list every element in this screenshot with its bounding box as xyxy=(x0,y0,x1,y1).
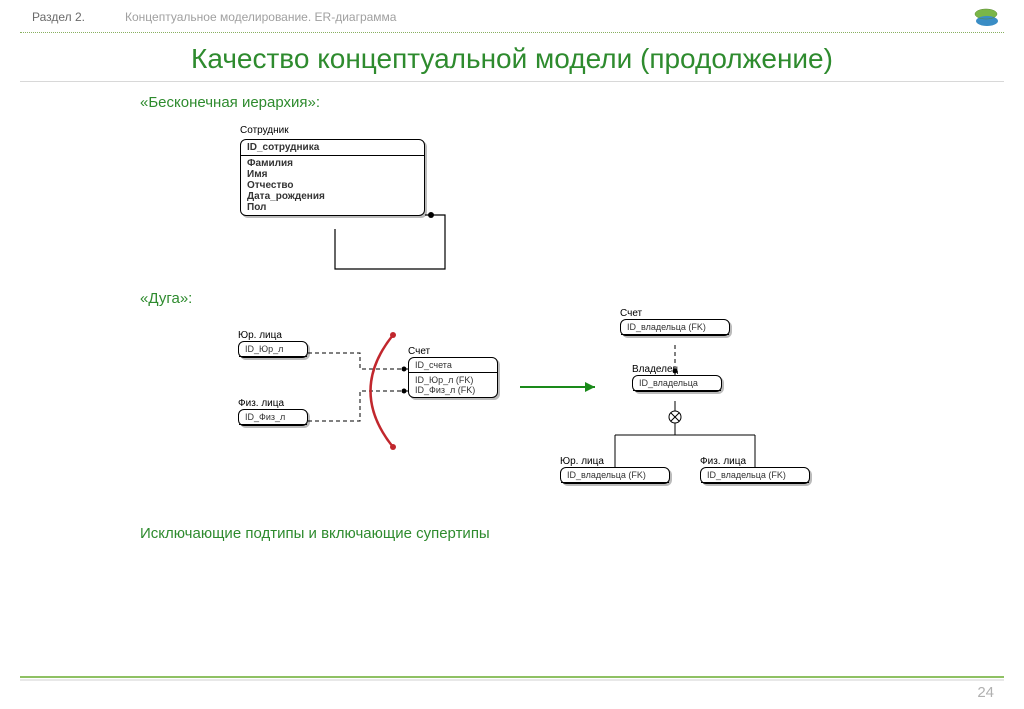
header-subtitle: Концептуальное моделирование. ER-диаграм… xyxy=(125,10,396,24)
logo-icon xyxy=(972,6,1000,30)
slide-header: Раздел 2. Концептуальное моделирование. … xyxy=(0,0,1024,28)
label-infinite-hierarchy: «Бесконечная иерархия»: xyxy=(140,94,984,111)
arc-diagram-connectors xyxy=(140,317,984,507)
footer-divider xyxy=(20,669,1004,675)
label-subtypes: Исключающие подтипы и включающие суперти… xyxy=(140,525,984,542)
page-title: Качество концептуальной модели (продолже… xyxy=(0,43,1024,75)
page-number: 24 xyxy=(977,684,994,701)
diagram-infinite-hierarchy: Сотрудник ID_сотрудника ФамилияИмяОтчест… xyxy=(140,121,984,286)
dotted-divider xyxy=(20,32,1004,33)
header-section: Раздел 2. xyxy=(32,10,85,24)
label-arc: «Дуга»: xyxy=(140,290,984,307)
self-relationship-line xyxy=(140,121,984,286)
diagram-arc: Юр. лица ID_Юр_л Физ. лица ID_Физ_л Счет… xyxy=(140,317,984,507)
slide-content: «Бесконечная иерархия»: Сотрудник ID_сот… xyxy=(0,82,1024,542)
